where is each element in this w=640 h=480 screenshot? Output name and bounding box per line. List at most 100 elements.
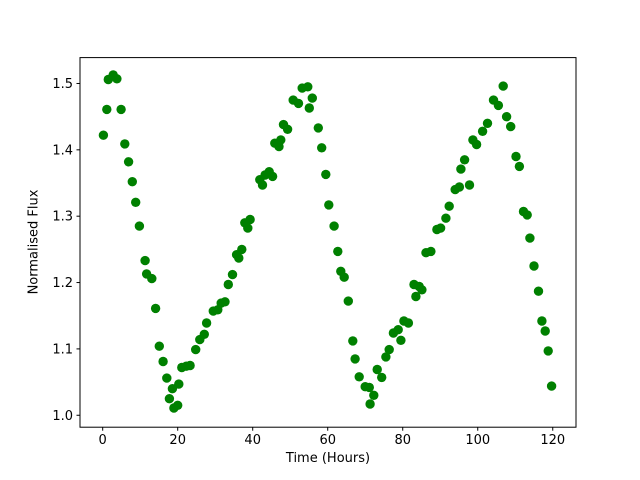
data-point xyxy=(393,325,403,335)
data-point xyxy=(127,177,137,187)
data-point xyxy=(350,354,360,364)
data-point xyxy=(112,74,122,84)
data-point xyxy=(150,303,161,314)
data-point xyxy=(372,364,382,375)
data-point xyxy=(324,200,334,210)
data-point xyxy=(459,155,470,165)
data-point xyxy=(533,286,544,296)
data-point xyxy=(313,123,323,133)
data-point xyxy=(540,326,550,336)
data-point xyxy=(381,352,391,362)
data-point xyxy=(529,261,539,271)
data-point xyxy=(276,135,286,145)
y-tick-label: 1.0 xyxy=(52,409,73,424)
data-point xyxy=(546,381,557,391)
data-point xyxy=(525,233,535,243)
x-tick-label: 100 xyxy=(465,433,490,448)
data-point xyxy=(174,379,184,389)
data-point xyxy=(471,139,482,150)
data-point xyxy=(417,285,427,295)
data-point xyxy=(354,372,364,382)
x-tick-label: 40 xyxy=(244,433,261,448)
data-point xyxy=(435,223,446,233)
data-point xyxy=(333,246,343,257)
data-point xyxy=(98,130,109,140)
y-tick-label: 1.4 xyxy=(52,143,73,158)
data-point xyxy=(364,382,374,393)
data-point xyxy=(158,356,168,367)
data-point xyxy=(454,182,465,192)
data-point xyxy=(267,171,278,182)
x-tick-label: 0 xyxy=(99,433,107,448)
data-point xyxy=(116,104,126,115)
data-point xyxy=(511,151,521,162)
data-point xyxy=(227,269,238,280)
data-point xyxy=(343,296,353,306)
data-point xyxy=(237,244,247,255)
data-point xyxy=(307,93,317,103)
data-point xyxy=(304,103,314,113)
data-point xyxy=(482,118,493,128)
data-point xyxy=(123,157,134,167)
data-point xyxy=(257,180,268,190)
data-point xyxy=(426,246,436,257)
data-point xyxy=(140,255,150,266)
data-point xyxy=(131,197,141,207)
data-point xyxy=(185,360,195,371)
y-axis-label: Normalised Flux xyxy=(26,189,42,295)
data-point xyxy=(377,372,387,383)
x-tick-label: 120 xyxy=(540,433,565,448)
data-point xyxy=(329,221,339,231)
data-point xyxy=(162,373,172,383)
y-tick-label: 1.2 xyxy=(52,276,73,291)
data-point xyxy=(173,400,183,410)
data-point xyxy=(464,180,475,190)
data-point xyxy=(234,253,244,263)
x-tick-label: 80 xyxy=(394,433,411,448)
data-point xyxy=(120,139,130,149)
data-point xyxy=(396,335,406,345)
data-point xyxy=(498,81,508,91)
data-point xyxy=(164,394,175,404)
data-point xyxy=(456,164,466,174)
x-tick-label: 20 xyxy=(169,433,186,448)
y-tick-label: 1.3 xyxy=(52,210,73,225)
data-point xyxy=(493,100,504,111)
data-point xyxy=(317,143,327,153)
y-tick-label: 1.1 xyxy=(52,342,73,357)
data-point xyxy=(339,272,349,282)
data-point xyxy=(384,344,394,355)
x-axis-label: Time (Hours) xyxy=(285,451,371,466)
data-point xyxy=(514,161,525,172)
data-point xyxy=(220,297,230,307)
data-point xyxy=(506,121,516,132)
data-point xyxy=(477,126,488,136)
data-point xyxy=(293,98,304,109)
data-point xyxy=(441,213,451,223)
data-point xyxy=(522,210,532,220)
data-point xyxy=(147,273,157,284)
data-point xyxy=(537,316,547,326)
data-point xyxy=(191,344,201,355)
data-point xyxy=(369,390,379,400)
data-point xyxy=(282,124,293,134)
data-point xyxy=(444,201,454,211)
data-point xyxy=(223,279,233,290)
data-point xyxy=(348,336,358,346)
data-point xyxy=(411,291,421,302)
data-point xyxy=(543,346,553,356)
data-point xyxy=(243,223,253,233)
data-point xyxy=(501,112,512,122)
data-point xyxy=(102,104,112,115)
x-tick-label: 60 xyxy=(319,433,336,448)
plot-frame xyxy=(79,57,577,428)
data-point xyxy=(201,318,212,328)
data-point xyxy=(365,399,375,409)
data-point xyxy=(154,341,164,351)
data-point xyxy=(321,169,331,180)
data-point xyxy=(245,214,255,225)
data-point xyxy=(403,318,414,328)
data-point xyxy=(303,82,313,92)
